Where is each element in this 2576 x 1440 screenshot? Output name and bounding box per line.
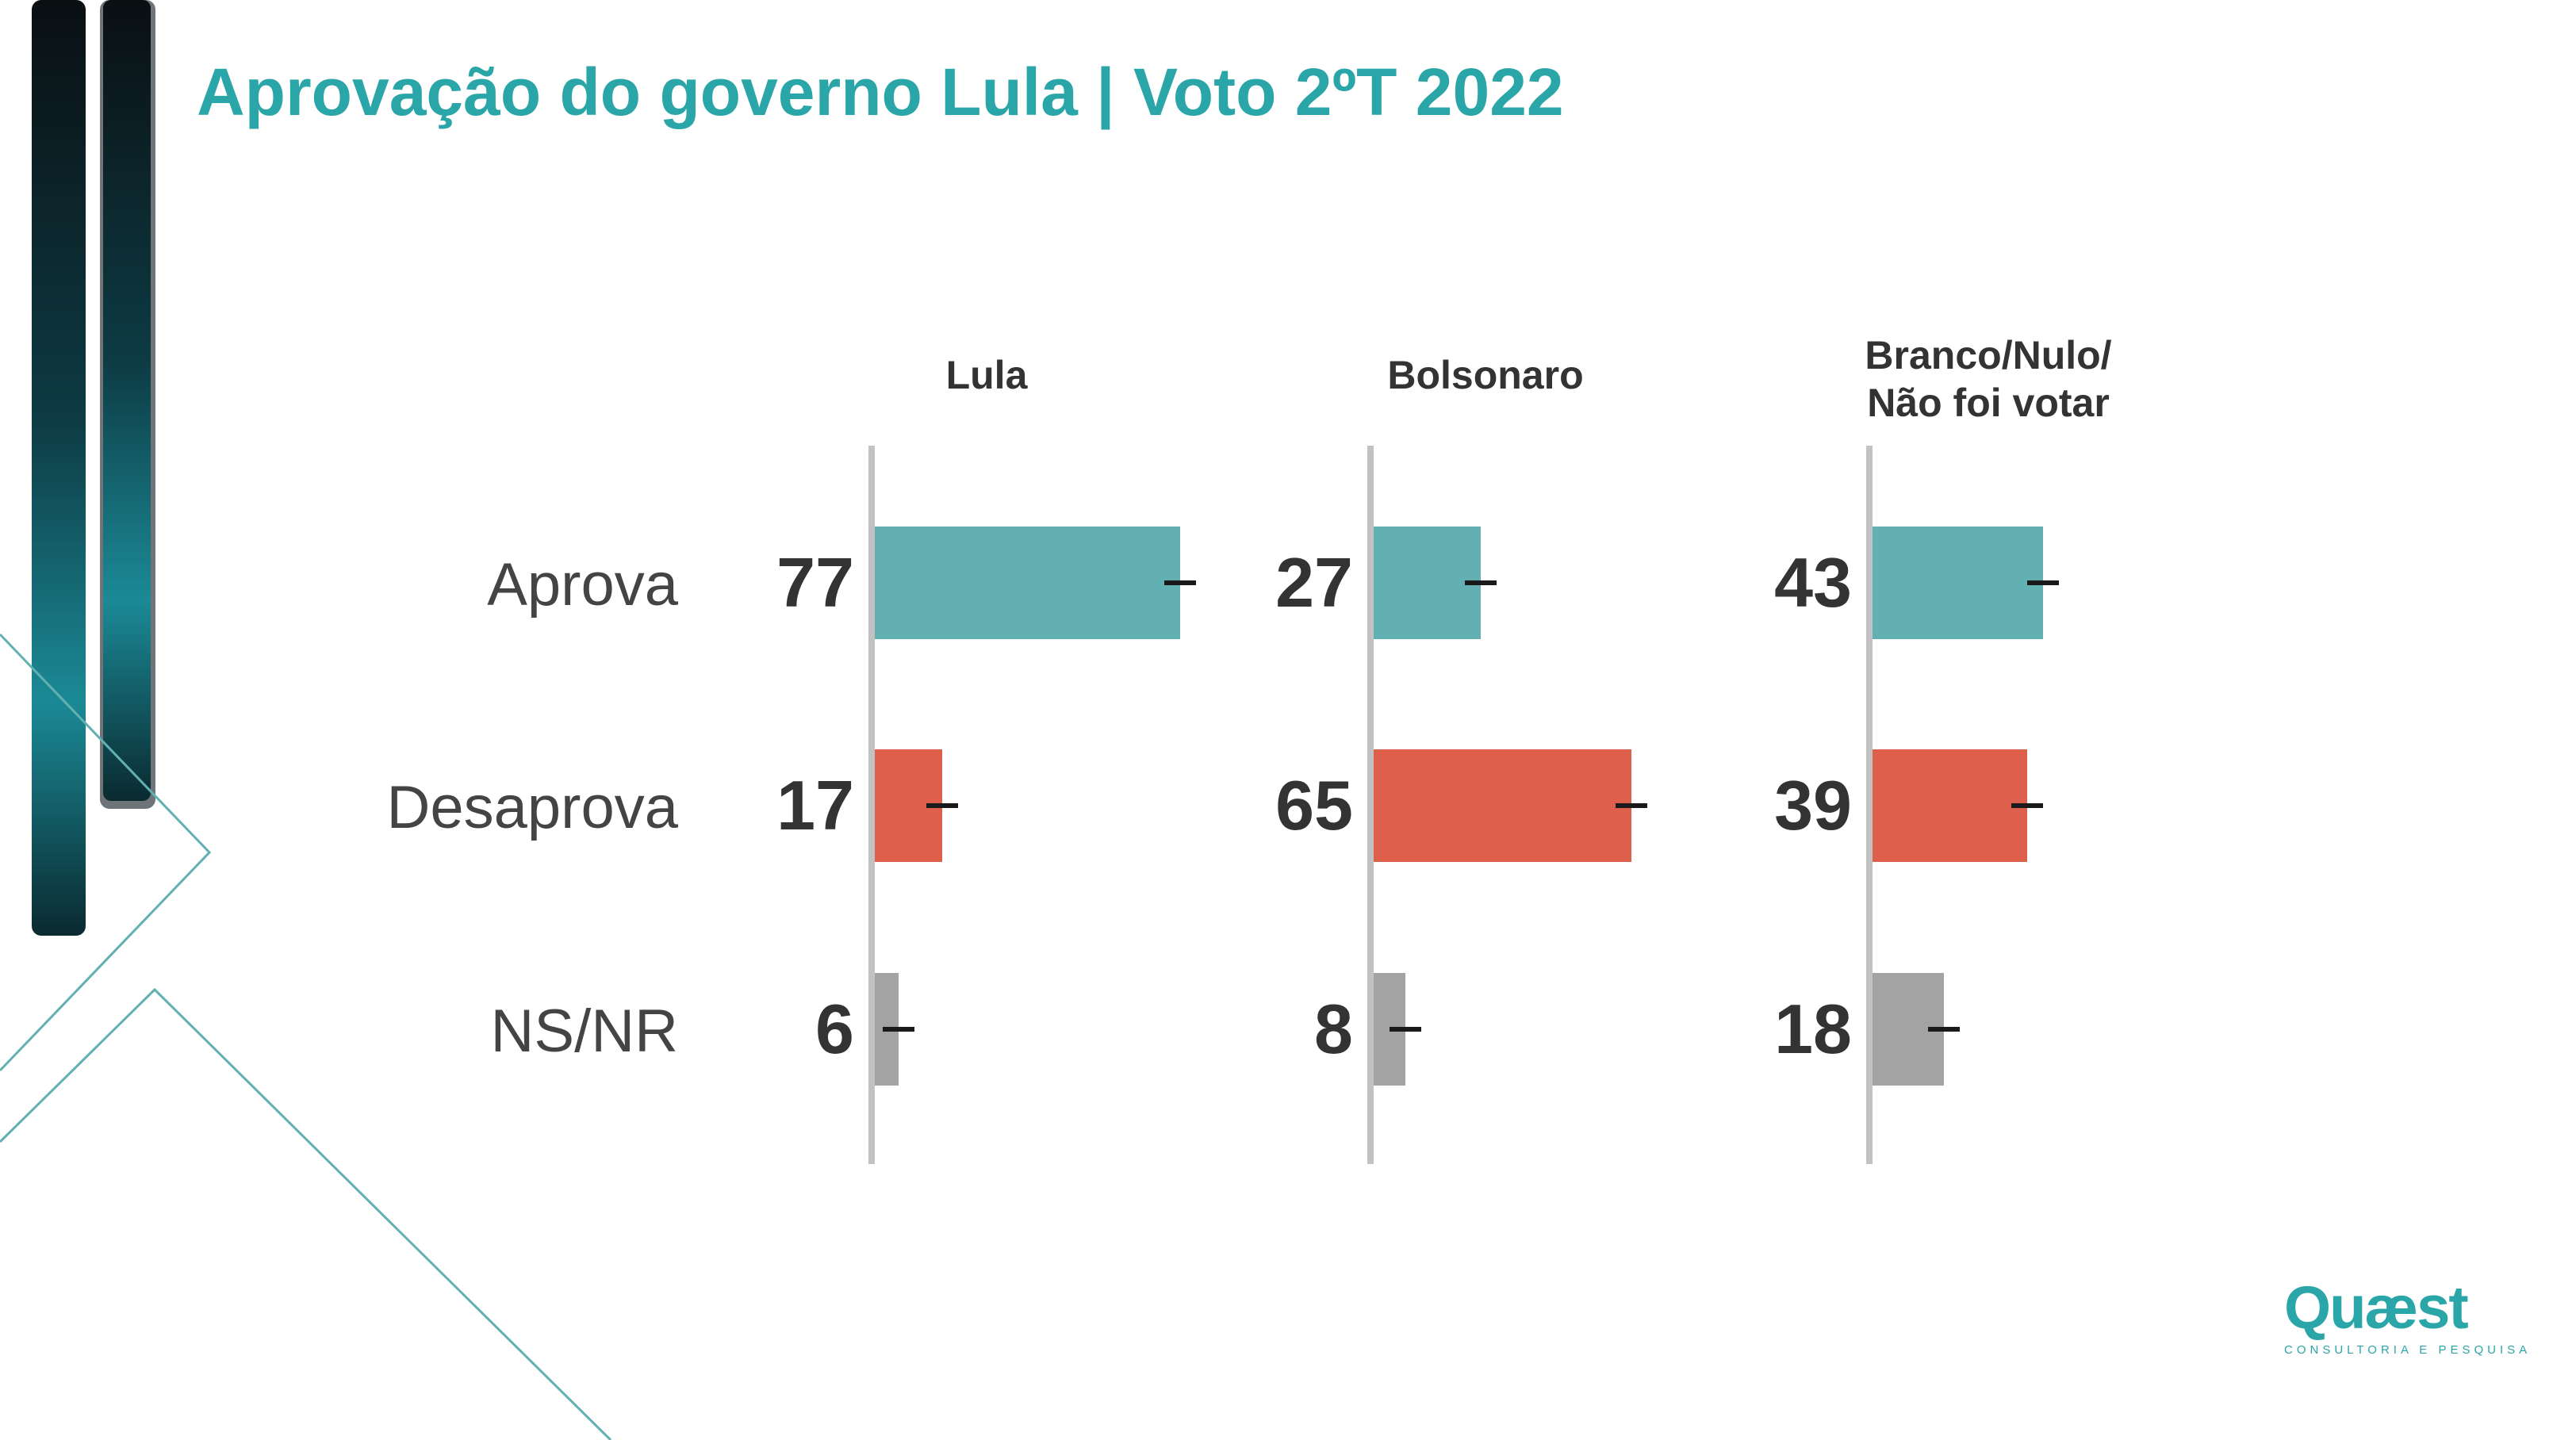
value-label-2-0: 43 [1774,543,1852,622]
panel-header-2-line-0: Branco/Nulo/ [1865,333,2111,377]
logo-wordmark: Quæst [2284,1274,2469,1342]
left-stripe-2 [103,0,151,801]
logo-tagline: CONSULTORIA E PESQUISA [2284,1343,2532,1357]
value-label-1-1: 65 [1275,766,1353,844]
quaest-logo: Quæst CONSULTORIA E PESQUISA [2284,1274,2532,1358]
category-label-0: Aprova [487,551,679,619]
category-label-2: NS/NR [491,998,678,1065]
bar-1-0 [1374,527,1481,639]
bar-2-0 [1873,527,2043,639]
category-label-1: Desaprova [386,774,678,841]
bar-1-1 [1374,749,1631,862]
value-label-1-2: 8 [1314,990,1353,1068]
deco-line-2 [0,987,612,1440]
panel-header-2-line-1: Não foi votar [1867,381,2110,425]
value-label-0-2: 6 [815,990,854,1068]
left-stripe-1 [32,0,86,936]
value-label-0-1: 17 [776,766,854,844]
bar-2-1 [1873,749,2027,862]
deco-line-1 [0,633,212,1072]
value-label-1-0: 27 [1275,543,1353,622]
panel-header-0-line-0: Lula [946,353,1029,397]
panel-header-1-line-0: Bolsonaro [1387,353,1583,397]
bar-0-0 [875,527,1180,639]
page-title: Aprovação do governo Lula | Voto 2ºT 202… [197,55,1564,129]
value-label-0-0: 77 [776,543,854,622]
value-label-2-1: 39 [1774,766,1852,844]
value-label-2-2: 18 [1774,990,1852,1068]
